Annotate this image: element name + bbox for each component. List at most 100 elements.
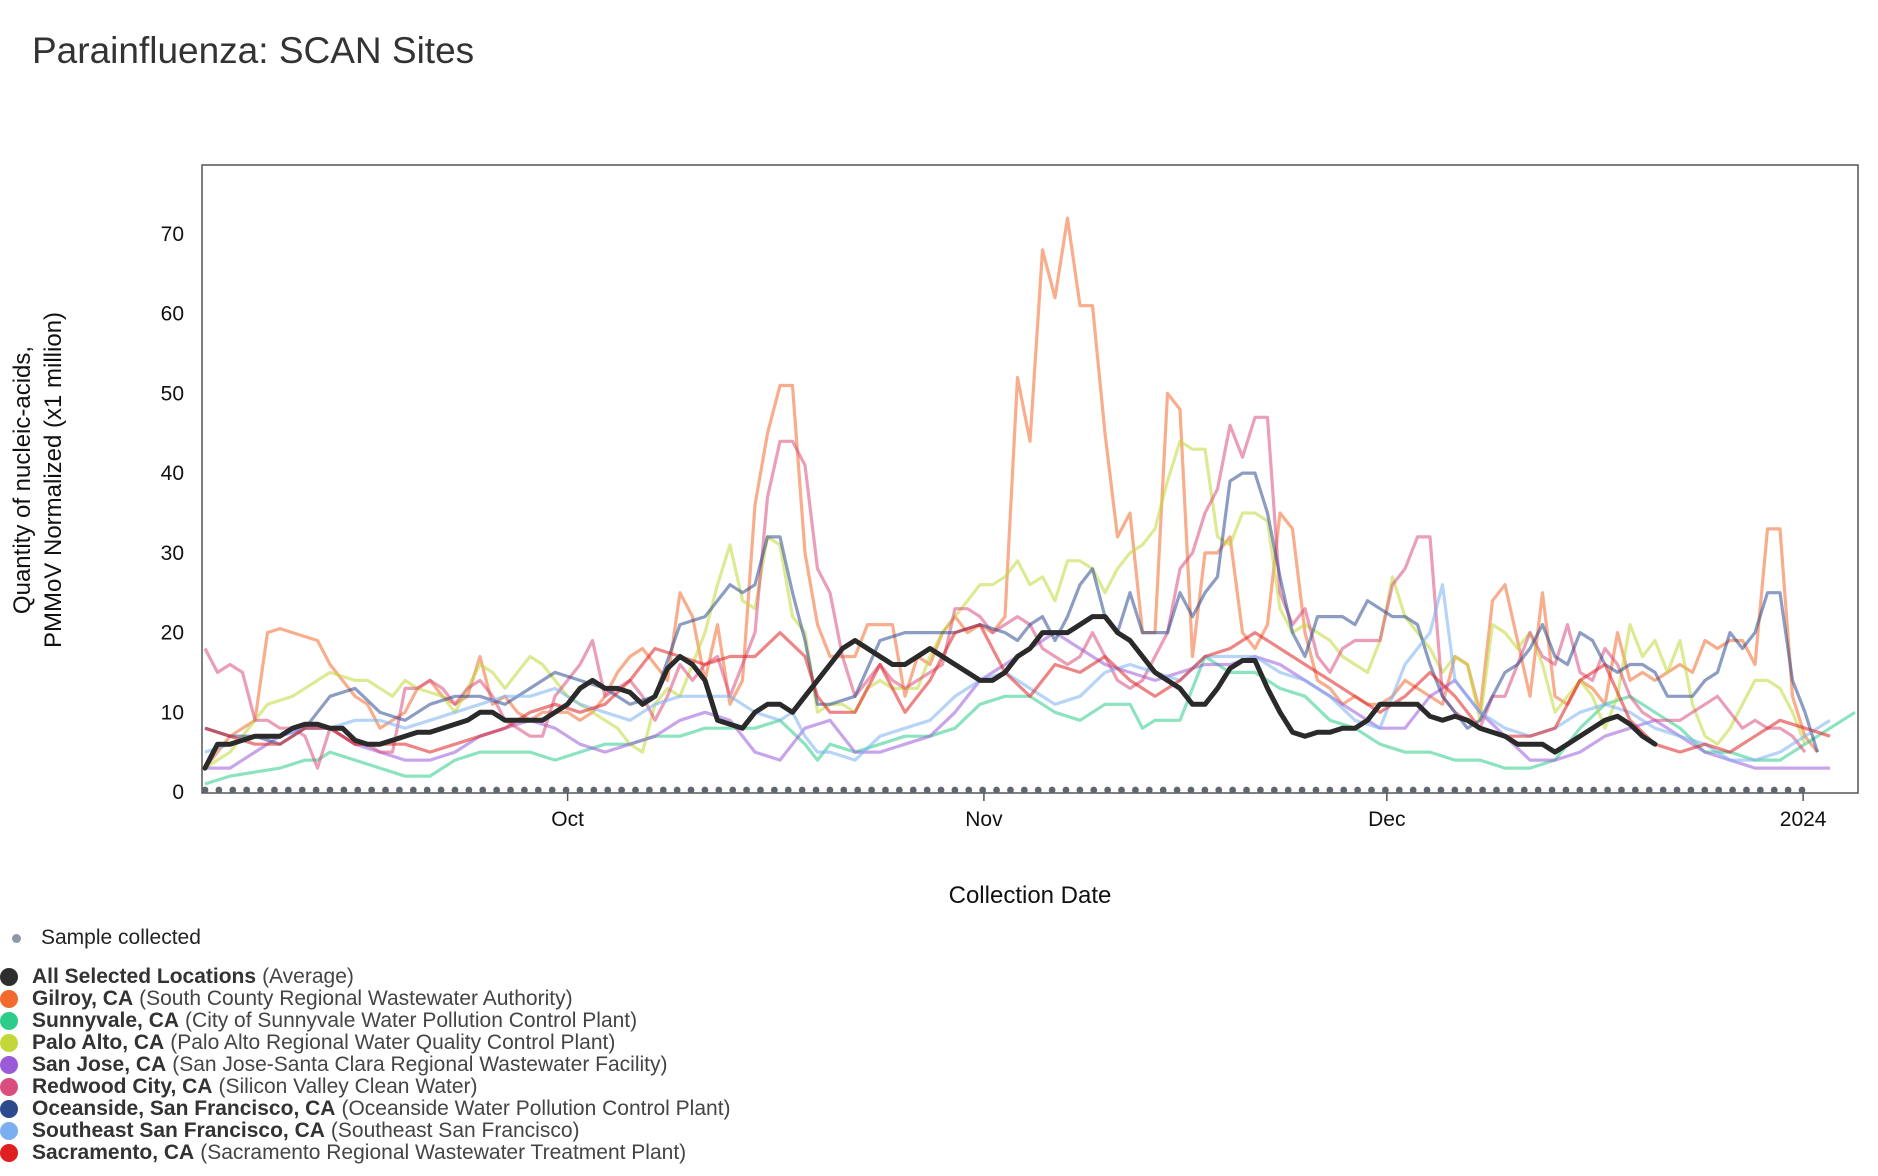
legend-item-sacramento[interactable]: Sacramento, CA (Sacramento Regional Wast… [0,1141,731,1164]
sample-collected-marker [1298,786,1306,794]
sample-collected-marker [1715,786,1723,794]
legend-item-palo-alto[interactable]: Palo Alto, CA (Palo Alto Regional Water … [0,1031,731,1054]
sample-collected-marker [479,786,487,794]
sample-collected-marker [923,786,931,794]
sample-collected-marker [729,786,737,794]
series-line-redwood-city-ca [203,415,1807,770]
sample-collected-marker [854,786,862,794]
sample-collected-marker [326,786,334,794]
sample-collected-marker [1729,786,1736,794]
sample-collected-marker [1270,786,1278,794]
sample-collected-marker [1159,786,1167,794]
sample-collected-marker [576,786,584,794]
sample-collected-marker [1354,786,1362,794]
legend-location: Sunnyvale, CA [32,1009,180,1032]
sample-collected-marker [770,786,778,794]
sample-collected-marker [1743,786,1750,794]
sample-collected-marker [687,786,695,794]
y-tick-label: 60 [161,303,184,326]
sample-collected-marker [1770,786,1778,794]
sample-collected-marker [743,786,750,794]
legend-dot-icon [0,1056,18,1074]
sample-collected-marker [1645,786,1653,794]
legend-detail: (Oceanside Water Pollution Control Plant… [341,1097,731,1120]
sample-collected-marker [1048,786,1056,794]
y-tick-label: 70 [161,223,184,246]
sample-collected-marker [340,786,348,794]
legend-item-san-jose[interactable]: San Jose, CA (San Jose-Santa Clara Regio… [0,1053,731,1076]
sample-collected-marker [284,786,292,794]
legend-location: Southeast San Francisco, CA [32,1119,325,1142]
sample-collected-marker [1312,786,1320,794]
sample-collected-marker [895,786,903,794]
legend-detail: (South County Regional Wastewater Author… [139,987,573,1010]
sample-collected-marker [1340,786,1348,794]
sample-collected-marker [368,786,376,794]
sample-collected-marker [1090,786,1098,794]
sample-collected-marker [1229,786,1237,794]
sample-collected-marker [354,786,362,794]
sample-collected-marker [548,786,556,794]
legend-dot-icon [0,1012,18,1030]
sample-collected-marker [1798,786,1806,794]
sample-collected-marker [798,786,806,794]
y-axis-label: Quantity of nucleic-acids, [9,346,36,614]
legend-item-average[interactable]: All Selected Locations (Average) [0,965,731,988]
legend-detail: (Southeast San Francisco) [330,1119,580,1142]
sample-collected-marker [965,786,973,794]
legend-dot-icon [0,1034,18,1052]
legend-item-sunnyvale[interactable]: Sunnyvale, CA (City of Sunnyvale Water P… [0,1009,731,1032]
sample-collected-marker [1576,786,1584,794]
legend-item-southeast-sf[interactable]: Southeast San Francisco, CA (Southeast S… [0,1119,731,1142]
sample-collected-marker [257,786,264,794]
sample-collected-marker [784,786,792,794]
legend-detail: (San Jose-Santa Clara Regional Wastewate… [172,1053,668,1076]
sample-collected-marker [1284,786,1292,794]
sample-collected-marker [1104,786,1112,794]
y-tick-label: 50 [161,382,184,405]
sample-collected-marker [701,786,709,794]
sample-collected-marker [1659,786,1667,794]
legend-list: All Selected Locations (Average) Gilroy,… [0,965,731,1164]
sample-collected-marker [1118,786,1125,794]
sample-collected-marker [1618,786,1625,794]
sample-collected-marker [507,786,514,794]
legend-dot-icon [0,990,18,1008]
sample-collected-marker [1326,786,1334,794]
sample-collected-marker [1437,786,1445,794]
sample-collected-marker [1534,786,1542,794]
sample-collected-marker [521,786,528,794]
sample-collected-marker [1687,786,1695,794]
sample-collected-marker [229,786,237,794]
x-tick-label: Nov [965,808,1003,831]
legend-detail: (Palo Alto Regional Water Quality Contro… [170,1031,616,1054]
sample-collected-marker [1631,786,1639,794]
y-tick-label: 10 [161,701,184,724]
legend-item-gilroy[interactable]: Gilroy, CA (South County Regional Wastew… [0,987,731,1010]
legend-item-redwood-city[interactable]: Redwood City, CA (Silicon Valley Clean W… [0,1075,731,1098]
y-tick-label: 20 [161,622,184,645]
sample-collected-marker [493,786,501,794]
sample-collected-marker [715,786,723,794]
legend-detail: (City of Sunnyvale Water Pollution Contr… [185,1009,638,1032]
sample-collected-marker [534,786,542,794]
series-line-all-selected-locations [202,614,1658,771]
x-axis-label: Collection Date [949,882,1112,909]
sample-collected-marker [1395,786,1403,794]
y-tick-label: 0 [172,781,184,804]
legend-location: Palo Alto, CA [32,1031,165,1054]
sample-collected-marker [659,786,667,794]
legend-dot-icon [0,968,18,986]
y-axis-label: PMMoV Normalized (x1 million) [40,312,67,648]
x-tick-label: Oct [551,808,584,831]
sample-collected-marker [1145,786,1153,794]
sample-collected-marker [951,786,959,794]
legend-detail: (Silicon Valley Clean Water) [218,1075,478,1098]
sample-collected-marker [1673,786,1681,794]
sample-collected-marker [562,786,570,794]
sample-collected-marker [1590,786,1598,794]
sample-collected-marker [1520,786,1528,794]
sample-collected-marker [1423,786,1431,794]
legend-item-oceanside[interactable]: Oceanside, San Francisco, CA (Oceanside … [0,1097,731,1120]
sample-collected-marker [1257,786,1264,794]
